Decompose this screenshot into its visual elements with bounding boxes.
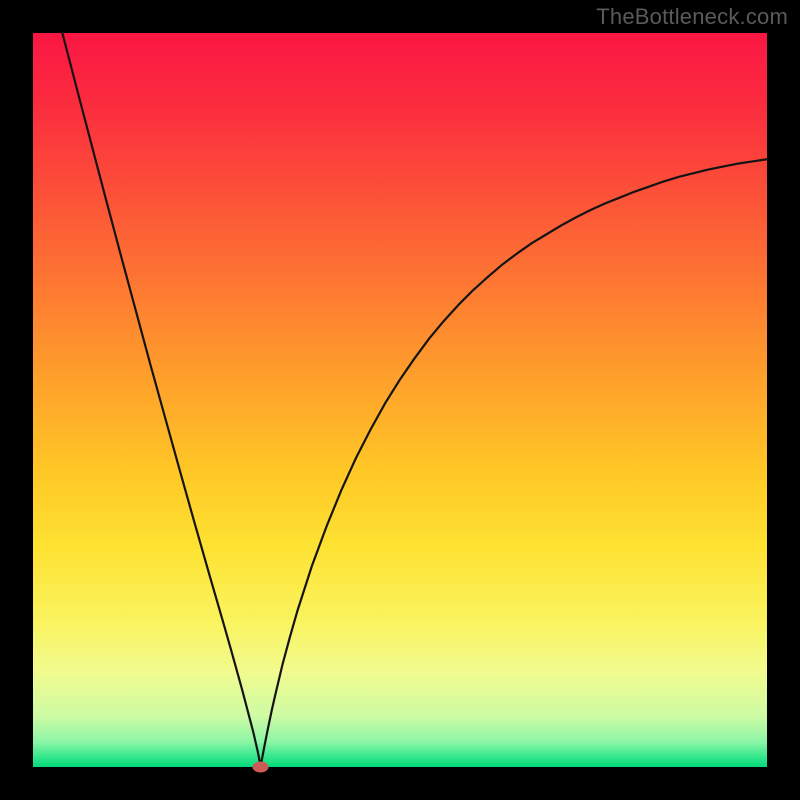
- watermark-text: TheBottleneck.com: [596, 4, 788, 30]
- minimum-marker: [253, 762, 269, 773]
- plot-area: [33, 33, 767, 767]
- bottleneck-chart: [0, 0, 800, 800]
